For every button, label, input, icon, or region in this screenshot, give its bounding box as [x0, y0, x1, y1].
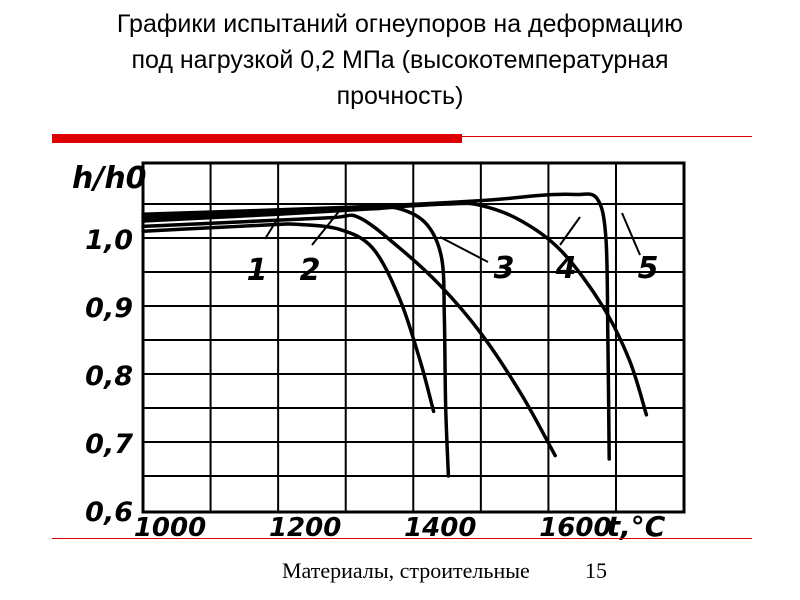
y-tick-label: 0,8 [85, 361, 133, 392]
series-1-curve [141, 222, 436, 414]
y-tick-label: 0,6 [85, 497, 133, 528]
y-tick-label: 0,7 [85, 429, 133, 460]
slide-title-line1: Графики испытаний огнеупоров на деформац… [116, 10, 684, 38]
y-tick-label: 0,9 [85, 293, 133, 324]
series-2-leader [311, 209, 341, 246]
slide-title: Графики испытаний огнеупоров на деформац… [20, 6, 780, 114]
bottom-rule [52, 538, 752, 539]
series-5-leader [621, 212, 641, 256]
y-axis-label: h/h0 [72, 161, 147, 196]
page-number: 15 [585, 558, 607, 583]
slide-title-line2: под нагрузкой 0,2 МПа (высокотемпературн… [131, 46, 669, 74]
series-3-curve [141, 205, 451, 478]
series-4-leader [559, 216, 581, 246]
x-axis-label: t,°C [607, 510, 666, 543]
series-3-label: 3 [494, 251, 515, 286]
y-tick-label: 1,0 [85, 225, 133, 256]
accent-thick-bar [52, 134, 462, 143]
slide-title-line3: прочность) [336, 82, 464, 110]
series-5-label: 5 [638, 251, 659, 286]
series-3-leader [439, 236, 489, 263]
series-1-label: 1 [247, 253, 268, 288]
series-4-label: 4 [555, 251, 577, 286]
series-2-curve [141, 213, 557, 458]
series-5-curve [141, 192, 611, 461]
footer-text: Материалы, строительные [282, 558, 530, 583]
series-2-label: 2 [300, 253, 321, 288]
plot-frame [141, 161, 686, 514]
series-4-curve [141, 201, 649, 417]
